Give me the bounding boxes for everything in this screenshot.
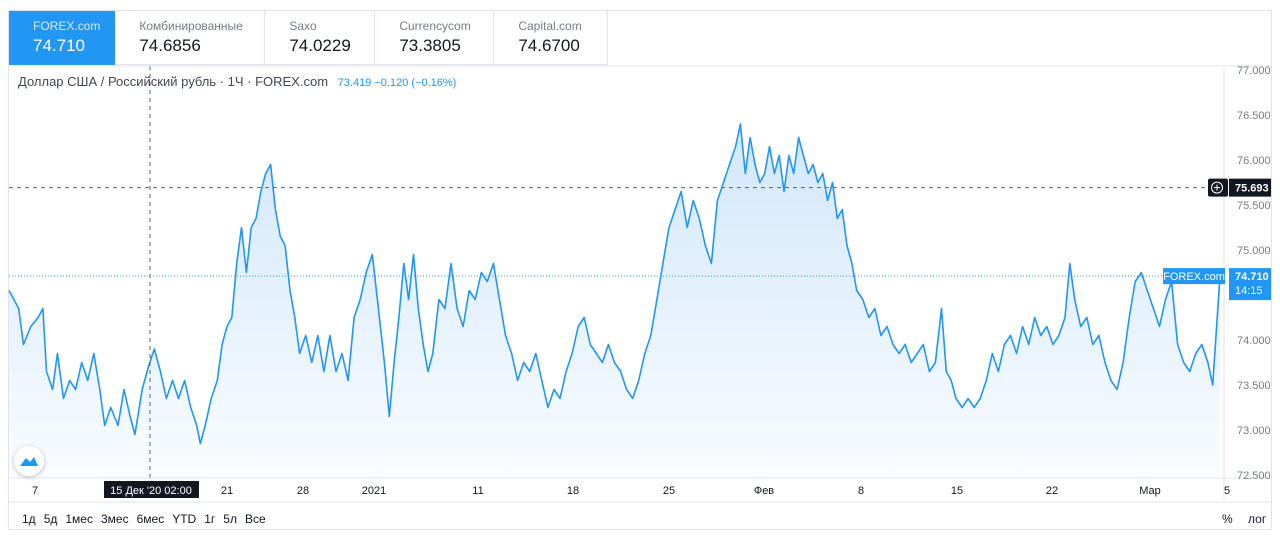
legend-title: Доллар США / Российский рубль · 1Ч · FOR…: [18, 74, 329, 89]
y-tick-label: 74.000: [1237, 335, 1271, 347]
chart-legend: Доллар США / Российский рубль · 1Ч · FOR…: [18, 74, 456, 89]
tab-name: Currencycom: [399, 19, 471, 33]
period-1d[interactable]: 1д: [22, 512, 36, 526]
tab-value: 74.0229: [289, 36, 351, 55]
period-1m[interactable]: 1мес: [65, 512, 93, 526]
x-tick-label: Фев: [754, 485, 774, 497]
x-tick-label: 15: [951, 485, 963, 497]
x-tick-label: 2021: [362, 485, 386, 497]
series-area-fill: [9, 124, 1220, 478]
x-tick-label: 5: [1224, 485, 1230, 497]
tab-name: Capital.com: [518, 19, 582, 33]
y-tick-label: 73.500: [1237, 380, 1271, 392]
tab-currencycom[interactable]: Currencycom 73.3805: [375, 11, 495, 65]
period-selector: 1д 5д 1мес 3мес 6мес YTD 1г 5л Все: [22, 512, 274, 526]
period-1y[interactable]: 1г: [204, 512, 216, 526]
x-tick-label: 18: [567, 485, 579, 497]
last-price-value: 74.710: [1235, 271, 1269, 283]
x-tick-label: 11: [472, 485, 483, 497]
crosshair-x-label: 15 Дек '20 02:00: [110, 485, 192, 497]
plus-circle-icon: [1211, 181, 1223, 194]
tradingview-logo-icon[interactable]: [14, 446, 44, 476]
series-line: [8, 123, 1221, 445]
tab-capital-com[interactable]: Capital.com 74.6700: [494, 11, 609, 65]
last-price-countdown: 14:15: [1235, 285, 1263, 297]
last-price-source-bg: [1163, 268, 1225, 285]
tab-name: Комбинированные: [139, 19, 243, 33]
y-tick-label: 72.500: [1237, 470, 1271, 482]
y-tick-label: 76.500: [1237, 110, 1271, 122]
period-all[interactable]: Все: [244, 512, 266, 526]
crosshair-y-label: 75.693: [1235, 183, 1269, 195]
period-6m[interactable]: 6мес: [136, 512, 165, 526]
x-tick-label: 8: [858, 485, 864, 497]
period-5d[interactable]: 5д: [43, 512, 58, 526]
tab-value: 74.6700: [518, 36, 580, 55]
tab-name: Saxo: [289, 19, 317, 33]
period-3m[interactable]: 3мес: [100, 512, 129, 526]
period-5y[interactable]: 5л: [223, 512, 237, 526]
crosshair-y-label-bg: [1229, 178, 1271, 197]
tab-name: FOREX.com: [33, 19, 101, 33]
percent-scale-toggle[interactable]: %: [1222, 512, 1233, 526]
tab-forex-com[interactable]: FOREX.com 74.710: [9, 11, 116, 65]
y-tick-label: 73.000: [1237, 425, 1271, 437]
legend-values: 73.419 −0.120 (−0.16%): [337, 77, 457, 89]
x-tick-label: 25: [663, 485, 675, 497]
tab-value: 73.3805: [399, 36, 461, 55]
last-price-source-label: FOREX.com: [1163, 271, 1225, 283]
y-tick-label: 75.500: [1237, 200, 1271, 212]
y-tick-label: 76.000: [1237, 155, 1271, 167]
x-tick-label: 7: [32, 485, 38, 497]
x-tick-label: 28: [297, 485, 309, 497]
crosshair-x-label-bg: [104, 481, 199, 498]
log-scale-toggle[interactable]: лог: [1248, 512, 1267, 526]
tab-combined[interactable]: Комбинированные 74.6856: [115, 11, 266, 65]
x-tick-label: 21: [221, 485, 233, 497]
source-tabs: FOREX.com 74.710 Комбинированные 74.6856…: [9, 11, 609, 65]
period-ytd[interactable]: YTD: [172, 512, 197, 526]
tab-saxo[interactable]: Saxo 74.0229: [265, 11, 376, 65]
tab-value: 74.6856: [139, 36, 201, 55]
last-price-value-bg: [1229, 268, 1271, 301]
x-tick-label: Мар: [1139, 485, 1161, 497]
y-tick-label: 77.000: [1237, 65, 1271, 77]
scale-controls: % лог: [1222, 512, 1278, 526]
widget-frame: [8, 10, 1272, 530]
x-tick-label: 22: [1046, 485, 1058, 497]
y-tick-label: 75.000: [1237, 245, 1271, 257]
tab-value: 74.710: [33, 36, 85, 55]
